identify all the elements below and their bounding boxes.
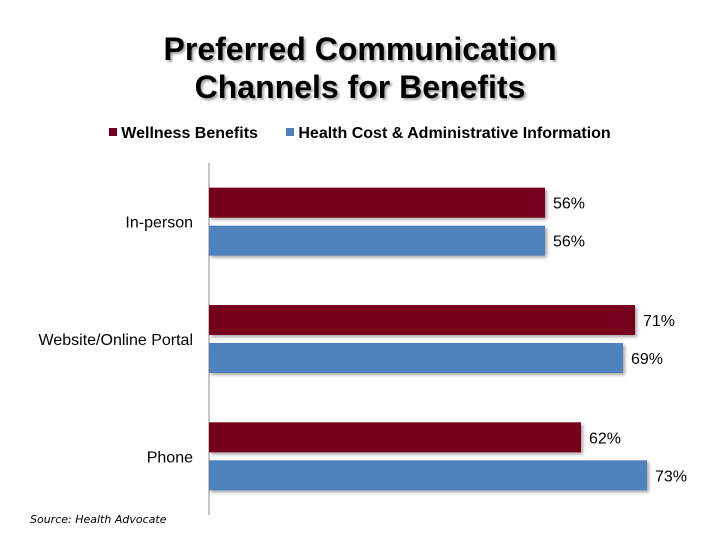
data-label: 56% [553, 196, 585, 213]
bar-health-cost [209, 225, 545, 256]
data-label: 56% [553, 234, 585, 251]
data-label: 69% [631, 351, 663, 368]
bar-health-cost [209, 343, 623, 373]
plot-area: In-person 56% 56% Website/Online Portal 71% 6… [39, 163, 687, 515]
legend-swatch-health-cost [286, 127, 295, 136]
legend-label-health-cost: Health Cost & Administrative Information [298, 125, 611, 142]
chart-title-line-1: Preferred Communication [163, 31, 557, 67]
legend-label-wellness: Wellness Benefits [121, 125, 258, 142]
category-label: Phone [147, 449, 193, 466]
data-label: 62% [589, 430, 621, 447]
source-note: Source: Health Advocate [30, 513, 167, 526]
chart-title-line-2: Channels for Benefits [194, 69, 526, 105]
data-label: 73% [655, 468, 687, 485]
legend-swatch-wellness [109, 127, 118, 136]
chart-title: Preferred Communication Channels for Ben… [0, 30, 720, 106]
category-label: In-person [125, 215, 193, 232]
data-label: 71% [643, 313, 675, 330]
bar-health-cost [209, 460, 647, 491]
legend-item-wellness: Wellness Benefits [109, 125, 258, 143]
bar-wellness [209, 422, 581, 453]
legend-item-health-cost: Health Cost & Administrative Information [286, 125, 611, 143]
bar-wellness [209, 187, 545, 218]
bar-wellness [209, 305, 635, 335]
category-label: Website/Online Portal [39, 332, 193, 349]
chart-legend: Wellness Benefits Health Cost & Administ… [0, 125, 720, 143]
